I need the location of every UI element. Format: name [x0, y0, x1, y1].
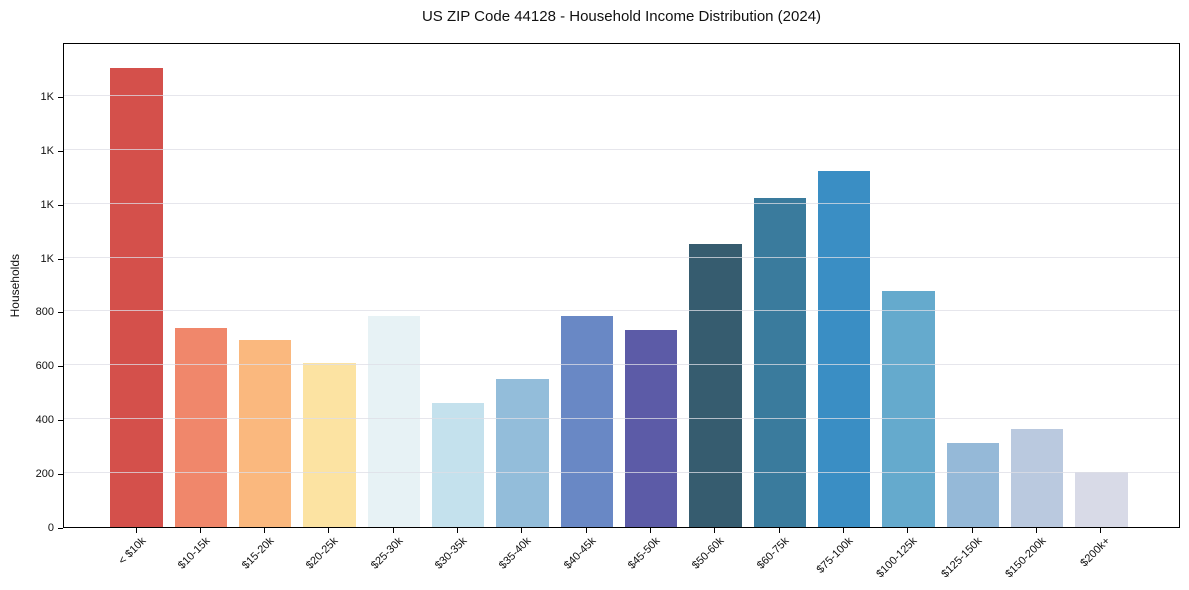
chart-title: US ZIP Code 44128 - Household Income Dis…: [421, 8, 822, 25]
xtick-mark-11: [843, 528, 845, 533]
ytick-mark-1600: [58, 96, 63, 98]
ytick-mark-400: [58, 420, 63, 422]
gridline-y-600: [64, 364, 1179, 366]
ytick-mark-800: [58, 312, 63, 314]
ytick-label-800: 800: [35, 306, 54, 319]
gridline-y-400: [64, 418, 1179, 420]
xtick-mark-12: [907, 528, 909, 533]
bar-8: [624, 330, 678, 527]
ytick-label-0: 0: [47, 522, 54, 534]
bar-12: [882, 291, 935, 527]
bar-14: [1010, 428, 1064, 527]
xtick-mark-14: [1036, 528, 1038, 533]
ytick-label-1600: 1K: [40, 90, 54, 103]
gridline-y-800: [64, 310, 1179, 312]
gridline-y-200: [64, 472, 1179, 474]
ytick-mark-1400: [58, 150, 63, 152]
ytick-label-1000: 1K: [40, 252, 54, 265]
bar-13: [946, 443, 1000, 527]
bar-9: [689, 244, 742, 527]
bar-11: [817, 171, 871, 527]
ytick-label-400: 400: [35, 414, 54, 427]
xtick-mark-13: [971, 528, 973, 533]
gridline-y-1000: [64, 256, 1179, 258]
xtick-label-0: < $10k: [115, 535, 148, 568]
plot-area: [63, 43, 1180, 528]
bar-3: [303, 362, 356, 527]
xtick-mark-0: [135, 528, 137, 533]
xtick-mark-2: [264, 528, 266, 533]
xtick-mark-15: [1100, 528, 1102, 533]
ytick-mark-200: [58, 474, 63, 476]
xtick-mark-4: [392, 528, 394, 533]
ytick-mark-600: [58, 366, 63, 368]
bar-6: [496, 378, 549, 527]
bar-2: [238, 339, 292, 527]
bar-15: [1075, 471, 1128, 527]
xtick-mark-7: [585, 528, 587, 533]
xtick-mark-10: [778, 528, 780, 533]
xtick-mark-6: [521, 528, 523, 533]
gridline-y-1200: [64, 202, 1179, 204]
gridline-y-1400: [64, 148, 1179, 150]
xtick-mark-5: [457, 528, 459, 533]
bar-5: [431, 403, 485, 527]
bar-0: [110, 67, 163, 527]
ytick-label-600: 600: [35, 360, 54, 373]
ytick-mark-0: [58, 528, 63, 529]
y-axis-label-wrap: Households: [4, 43, 26, 528]
ytick-label-200: 200: [35, 468, 54, 481]
bar-10: [753, 198, 807, 527]
gridline-y-1600: [64, 94, 1179, 96]
xtick-mark-9: [714, 528, 716, 533]
xtick-mark-1: [199, 528, 201, 533]
bar-4: [367, 315, 421, 527]
ytick-label-1400: 1K: [40, 144, 54, 157]
ytick-mark-1200: [58, 204, 63, 206]
xtick-mark-8: [650, 528, 652, 533]
bar-7: [560, 315, 614, 527]
ytick-mark-1000: [58, 258, 63, 260]
ytick-label-1200: 1K: [40, 198, 54, 211]
bar-1: [174, 327, 228, 527]
xtick-mark-3: [328, 528, 330, 533]
